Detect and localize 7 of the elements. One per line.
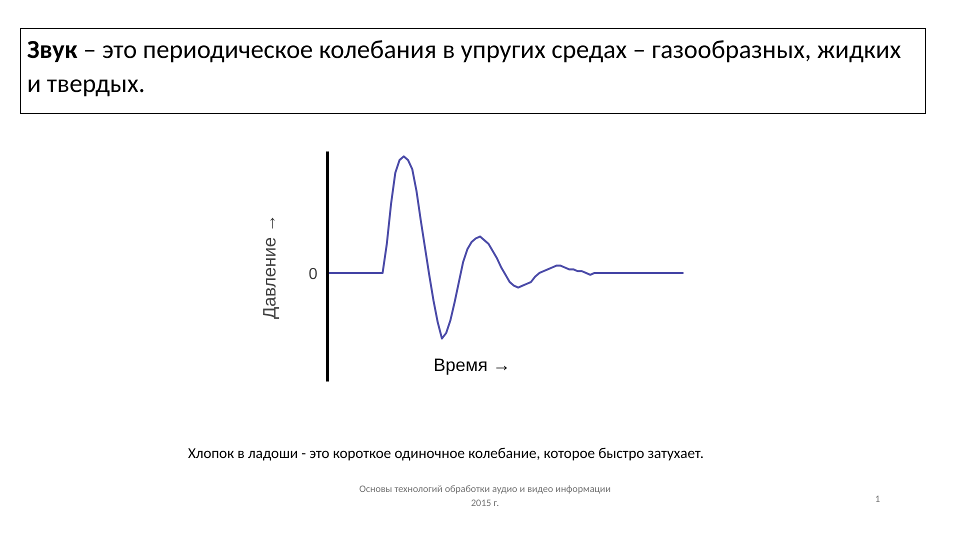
y-axis-title: Давление → bbox=[260, 214, 280, 319]
x-axis-title: Время → bbox=[433, 354, 511, 375]
text: Основы технологий обработки аудио и видео информации 2015 г. bbox=[359, 482, 611, 511]
text: 0 bbox=[308, 266, 318, 283]
text: Хлопок в ладоши - это короткое одиночное колебание, которое быстро затухает. bbox=[188, 444, 704, 465]
text: 1 bbox=[875, 492, 880, 506]
chart-title: Звук – это периодическое колебания в упругих средах – газообразных, жидких и твердых. bbox=[27, 33, 902, 101]
